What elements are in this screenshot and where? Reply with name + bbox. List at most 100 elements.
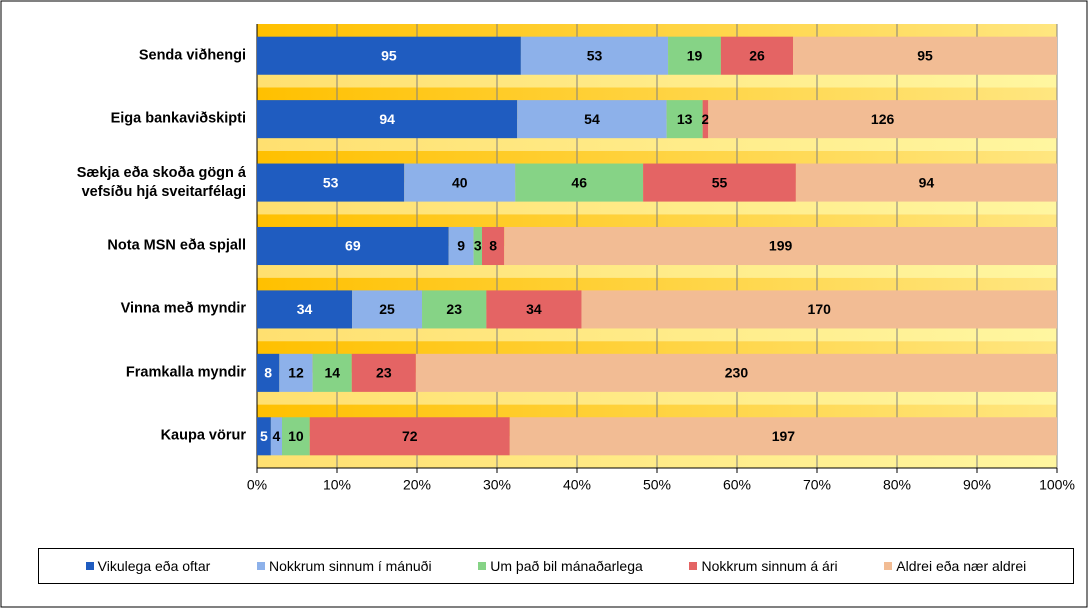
data-label: 4 <box>273 428 281 444</box>
data-label: 13 <box>677 111 693 127</box>
data-label: 95 <box>917 47 933 63</box>
legend-label: Aldrei eða nær aldrei <box>896 558 1027 574</box>
bar-segment <box>415 353 1057 392</box>
bar-segment <box>643 163 796 202</box>
y-tick-label: Vinna með myndir <box>120 300 246 317</box>
data-label: 230 <box>725 365 749 381</box>
bar-segment <box>666 100 703 139</box>
bar-segment <box>668 36 721 75</box>
bar-segment <box>720 36 794 75</box>
data-label: 14 <box>324 365 340 381</box>
data-label: 94 <box>919 174 935 190</box>
x-tick-label: 80% <box>883 477 911 493</box>
bar-segment <box>515 163 644 202</box>
data-label: 95 <box>381 47 397 63</box>
data-label: 12 <box>288 365 304 381</box>
x-tick-label: 20% <box>403 477 431 493</box>
legend-label: Nokkrum sinnum á ári <box>701 558 838 574</box>
bar-segment <box>279 353 313 392</box>
bar-segment <box>517 100 667 139</box>
bar-segment <box>482 226 505 266</box>
data-label: 9 <box>457 238 465 254</box>
legend-label: Nokkrum sinnum í mánuði <box>268 558 432 574</box>
y-tick-label: Sækja eða skoða gögn á vefsíðu hjá sveit… <box>76 164 246 200</box>
x-tick-label: 50% <box>643 477 671 493</box>
bar-segment <box>448 226 474 266</box>
bar-segment <box>257 290 353 329</box>
data-label: 53 <box>323 174 339 190</box>
data-label: 199 <box>769 238 793 254</box>
data-label: 26 <box>749 47 765 63</box>
bar-segment <box>509 417 1057 456</box>
data-label: 23 <box>446 301 462 317</box>
data-label: 69 <box>345 238 361 254</box>
x-tick-label: 100% <box>1039 477 1075 493</box>
bar-segment <box>270 417 282 456</box>
data-label: 19 <box>687 47 703 63</box>
legend-swatch <box>256 562 265 570</box>
data-label: 8 <box>489 238 497 254</box>
y-tick-label: Nota MSN eða spjall <box>107 237 246 254</box>
x-tick-label: 30% <box>483 477 511 493</box>
legend-swatch <box>85 562 94 570</box>
bar-segment <box>257 36 521 75</box>
legend: Vikulega eða oftar Nokkrum sinnum í mánuð… <box>38 548 1074 584</box>
data-label: 25 <box>379 301 395 317</box>
bar-segment <box>257 417 271 456</box>
bar-segment <box>257 353 280 392</box>
data-label: 94 <box>379 111 395 127</box>
data-label: 126 <box>871 111 895 127</box>
bar-segment <box>351 353 416 392</box>
data-label: 53 <box>587 47 603 63</box>
legend-item: Um það bil mánaðarlega <box>478 558 643 574</box>
data-label: 170 <box>808 301 832 317</box>
bar-segment <box>352 290 423 329</box>
data-label: 3 <box>474 238 482 254</box>
bar-segment <box>486 290 582 329</box>
legend-swatch <box>884 562 893 570</box>
y-tick-label: Framkalla myndir <box>125 364 246 381</box>
bar-segment <box>309 417 510 456</box>
bar-segment <box>257 226 449 266</box>
data-label: 40 <box>452 174 468 190</box>
x-tick-label: 70% <box>803 477 831 493</box>
data-label: 2 <box>702 111 710 127</box>
y-tick-label: Eiga bankaviðskipti <box>110 110 246 127</box>
bar-segment <box>581 290 1057 329</box>
legend-item: Nokkrum sinnum í mánuði <box>256 558 432 574</box>
data-label: 5 <box>260 428 268 444</box>
data-label: 55 <box>712 174 728 190</box>
legend-item: Nokkrum sinnum á ári <box>689 558 838 574</box>
data-label: 23 <box>376 365 392 381</box>
legend-swatch <box>478 562 487 570</box>
bar-segment <box>257 163 405 202</box>
legend-item: Aldrei eða nær aldrei <box>884 558 1026 574</box>
x-tick-label: 0% <box>247 477 267 493</box>
data-label: 54 <box>584 111 600 127</box>
bar-segment <box>708 100 1057 139</box>
y-tick-label: Senda viðhengi <box>138 47 246 64</box>
x-tick-label: 90% <box>963 477 991 493</box>
data-label: 46 <box>571 174 587 190</box>
bar-segment <box>793 36 1057 75</box>
bar-segment <box>282 417 310 456</box>
bar-segment <box>257 100 518 139</box>
bar-segment <box>795 163 1057 202</box>
data-label: 10 <box>288 428 304 444</box>
x-tick-label: 40% <box>563 477 591 493</box>
bar-segment <box>422 290 487 329</box>
legend-label: Um það bil mánaðarlega <box>490 558 643 574</box>
bar-segment <box>520 36 669 75</box>
legend-swatch <box>689 562 698 570</box>
bar-segment <box>312 353 352 392</box>
data-label: 34 <box>526 301 542 317</box>
bar-segment <box>404 163 516 202</box>
data-label: 34 <box>297 301 313 317</box>
x-tick-label: 10% <box>323 477 351 493</box>
bar-segment <box>504 226 1057 266</box>
x-tick-label: 60% <box>723 477 751 493</box>
data-label: 197 <box>772 428 796 444</box>
